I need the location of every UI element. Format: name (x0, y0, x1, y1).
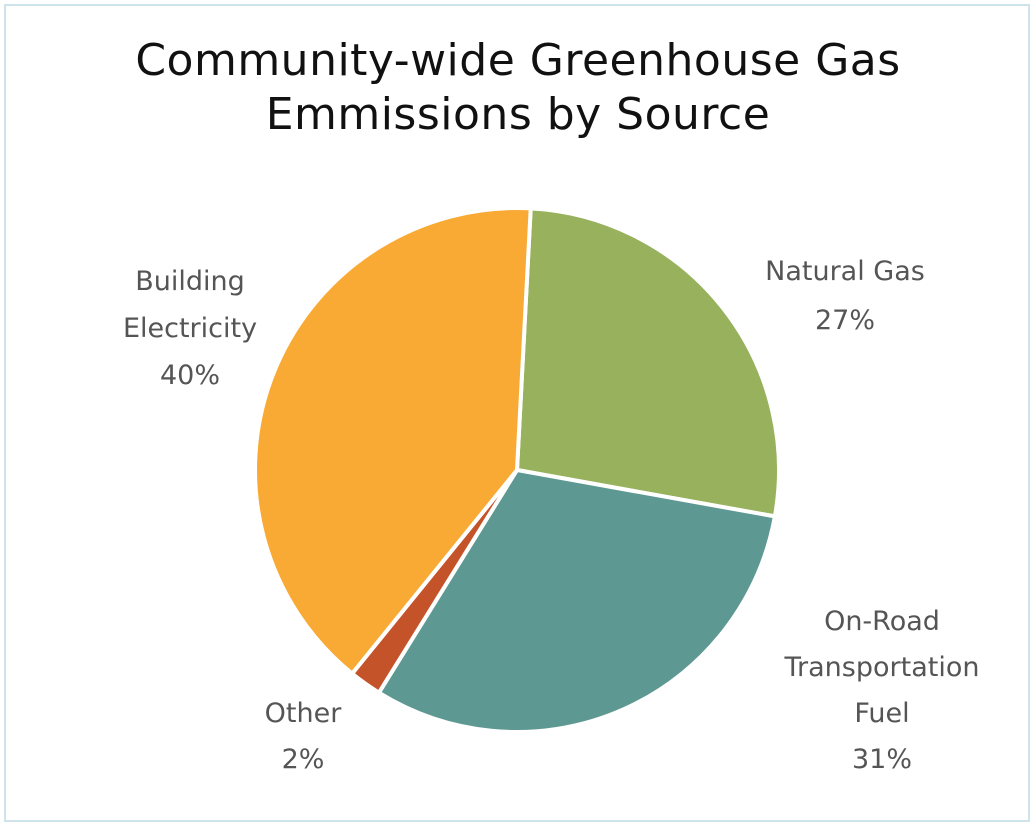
building-electricity-name-line-1: Building (135, 266, 245, 297)
on-road-percent: 31% (852, 744, 912, 775)
chart-title-line-1: Community-wide Greenhouse Gas (135, 35, 901, 86)
slice-label-other: Other 2% (265, 698, 343, 775)
pie-slice-building-electricity (253, 206, 533, 676)
natural-gas-percent: 27% (815, 305, 875, 336)
on-road-name-line-1: On-Road (824, 606, 940, 637)
pie-slice-natural-gas (515, 206, 781, 519)
on-road-name-line-3: Fuel (854, 698, 909, 729)
chart-title-line-2: Emmissions by Source (265, 89, 771, 140)
slice-label-building-electricity: Building Electricity 40% (123, 266, 257, 391)
other-percent: 2% (282, 744, 325, 775)
slice-label-on-road-transportation-fuel: On-Road Transportation Fuel 31% (784, 606, 980, 775)
slice-label-natural-gas: Natural Gas 27% (765, 256, 925, 336)
other-name: Other (265, 698, 343, 729)
natural-gas-name: Natural Gas (765, 256, 925, 287)
building-electricity-percent: 40% (160, 360, 220, 391)
pie-slices (253, 206, 781, 734)
building-electricity-name-line-2: Electricity (123, 313, 257, 344)
on-road-name-line-2: Transportation (784, 652, 980, 683)
